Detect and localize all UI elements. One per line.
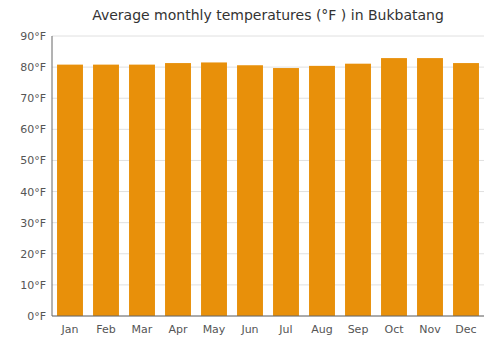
x-tick-label: Dec xyxy=(455,323,476,336)
y-grid xyxy=(52,36,484,316)
x-axis-line xyxy=(52,316,484,317)
title: Average monthly temperatures (°F ) in Bu… xyxy=(92,7,444,23)
bar xyxy=(453,63,479,316)
y-tick-label: 90°F xyxy=(20,30,46,43)
bar xyxy=(201,62,227,316)
bar xyxy=(93,65,119,316)
y-tick-label: 70°F xyxy=(20,92,46,105)
bar xyxy=(381,58,407,316)
x-tick-label: May xyxy=(203,323,226,336)
y-tick-label: 20°F xyxy=(20,248,46,261)
y-tick-label: 0°F xyxy=(27,310,46,323)
y-tick-label: 80°F xyxy=(20,61,46,74)
y-tick-label: 40°F xyxy=(20,186,46,199)
x-tick-label: Mar xyxy=(132,323,153,336)
bar xyxy=(345,64,371,316)
bar xyxy=(273,68,299,316)
y-tick-label: 30°F xyxy=(20,217,46,230)
bar xyxy=(165,63,191,316)
x-tick-label: Feb xyxy=(96,323,115,336)
x-tick-label: Sep xyxy=(348,323,369,336)
x-tick-label: Oct xyxy=(384,323,404,336)
bar xyxy=(57,65,83,316)
y-axis-line xyxy=(52,36,53,316)
x-tick-label: Apr xyxy=(168,323,188,336)
x-tick-label: Aug xyxy=(311,323,332,336)
bar xyxy=(417,58,443,316)
y-tick-label: 60°F xyxy=(20,123,46,136)
bar xyxy=(129,65,155,316)
chart-holder: Average monthly temperatures (°F ) in Bu… xyxy=(0,0,500,350)
x-tick-label: Jun xyxy=(240,323,258,336)
x-tick-label: Jul xyxy=(278,323,292,336)
y-tick-label: 10°F xyxy=(20,279,46,292)
y-tick-label: 50°F xyxy=(20,154,46,167)
chart: Average monthly temperatures (°F ) in Bu… xyxy=(0,0,500,350)
bar xyxy=(237,65,263,316)
x-tick-label: Jan xyxy=(61,323,79,336)
bars xyxy=(57,58,479,316)
bar xyxy=(309,66,335,316)
x-tick-label: Nov xyxy=(419,323,441,336)
grid-line xyxy=(52,316,484,317)
grid-line xyxy=(52,36,484,37)
